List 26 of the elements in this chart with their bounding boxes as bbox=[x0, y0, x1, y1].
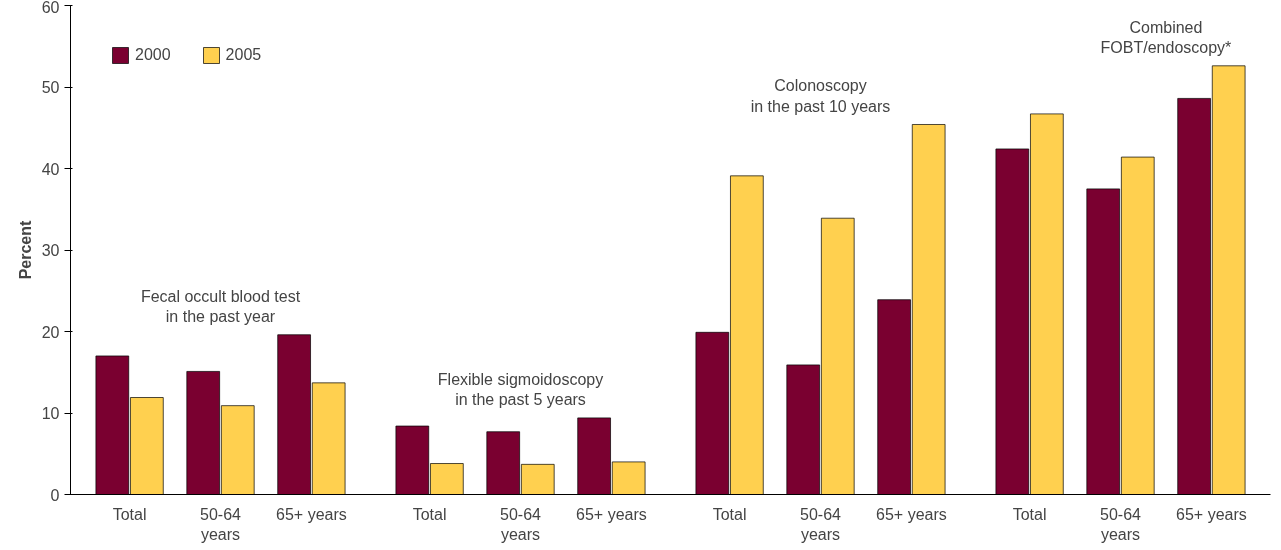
annotation: Combined FOBT/endoscopy* bbox=[1100, 18, 1232, 57]
y-tick-label: 20 bbox=[41, 323, 60, 341]
x-tick-label: 65+ years bbox=[876, 505, 947, 523]
legend-label: 2000 bbox=[135, 46, 171, 64]
annotation: Flexible sigmoidoscopy in the past 5 years bbox=[437, 370, 604, 409]
x-tick-label: 50-64 years bbox=[200, 505, 242, 543]
x-tick-label: 65+ years bbox=[576, 505, 647, 523]
annotation: Colonoscopy in the past 10 years bbox=[750, 77, 891, 115]
x-tick-label: 50-64 years bbox=[1100, 505, 1142, 543]
y-tick-label: 10 bbox=[41, 405, 60, 422]
y-axis-title: Percent bbox=[16, 219, 34, 280]
x-tick-label: 50-64 years bbox=[500, 505, 542, 543]
x-tick-label: Total bbox=[1012, 505, 1047, 523]
y-tick-label: 50 bbox=[41, 79, 60, 96]
y-tick-label: 30 bbox=[41, 242, 60, 259]
x-tick-label: Total bbox=[412, 505, 447, 523]
legend-label: 2005 bbox=[225, 46, 262, 64]
annotation: Fecal occult blood test in the past year bbox=[140, 287, 301, 325]
x-tick-label: 50-64 years bbox=[800, 505, 842, 543]
y-tick-label: 60 bbox=[41, 0, 60, 16]
x-tick-label: 65+ years bbox=[1176, 505, 1247, 523]
y-tick-label: 0 bbox=[50, 486, 60, 504]
x-tick-label: Total bbox=[112, 505, 147, 523]
y-tick-label: 40 bbox=[41, 160, 60, 178]
x-tick-label: 65+ years bbox=[276, 505, 347, 523]
x-tick-label: Total bbox=[712, 505, 747, 523]
